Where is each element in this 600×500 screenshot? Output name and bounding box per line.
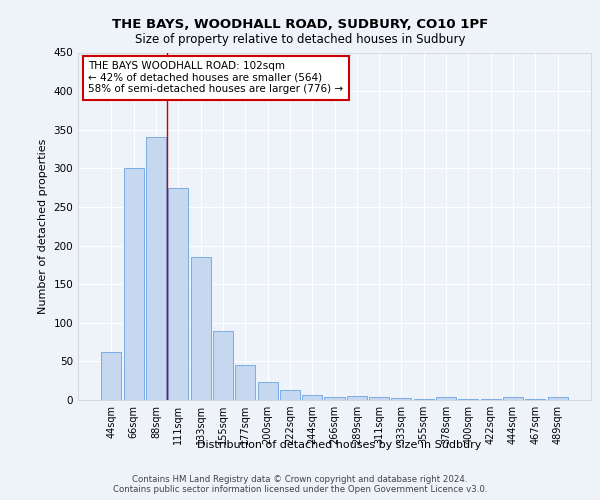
Bar <box>414 399 434 400</box>
Bar <box>391 398 412 400</box>
Y-axis label: Number of detached properties: Number of detached properties <box>38 138 48 314</box>
Bar <box>168 188 188 400</box>
Bar <box>280 390 300 400</box>
Bar <box>257 382 278 400</box>
Bar <box>525 399 545 400</box>
Text: Contains public sector information licensed under the Open Government Licence v3: Contains public sector information licen… <box>113 484 487 494</box>
Bar <box>347 396 367 400</box>
Text: Distribution of detached houses by size in Sudbury: Distribution of detached houses by size … <box>197 440 481 450</box>
Text: Contains HM Land Registry data © Crown copyright and database right 2024.: Contains HM Land Registry data © Crown c… <box>132 474 468 484</box>
Bar <box>101 352 121 400</box>
Bar <box>369 397 389 400</box>
Bar <box>325 397 344 400</box>
Bar <box>235 365 255 400</box>
Bar <box>146 138 166 400</box>
Text: THE BAYS, WOODHALL ROAD, SUDBURY, CO10 1PF: THE BAYS, WOODHALL ROAD, SUDBURY, CO10 1… <box>112 18 488 30</box>
Bar <box>548 397 568 400</box>
Bar <box>481 399 501 400</box>
Bar <box>191 257 211 400</box>
Bar <box>503 397 523 400</box>
Bar <box>458 399 478 400</box>
Text: Size of property relative to detached houses in Sudbury: Size of property relative to detached ho… <box>135 32 465 46</box>
Text: THE BAYS WOODHALL ROAD: 102sqm
← 42% of detached houses are smaller (564)
58% of: THE BAYS WOODHALL ROAD: 102sqm ← 42% of … <box>88 61 343 94</box>
Bar <box>124 168 144 400</box>
Bar <box>302 394 322 400</box>
Bar <box>436 397 456 400</box>
Bar <box>213 330 233 400</box>
